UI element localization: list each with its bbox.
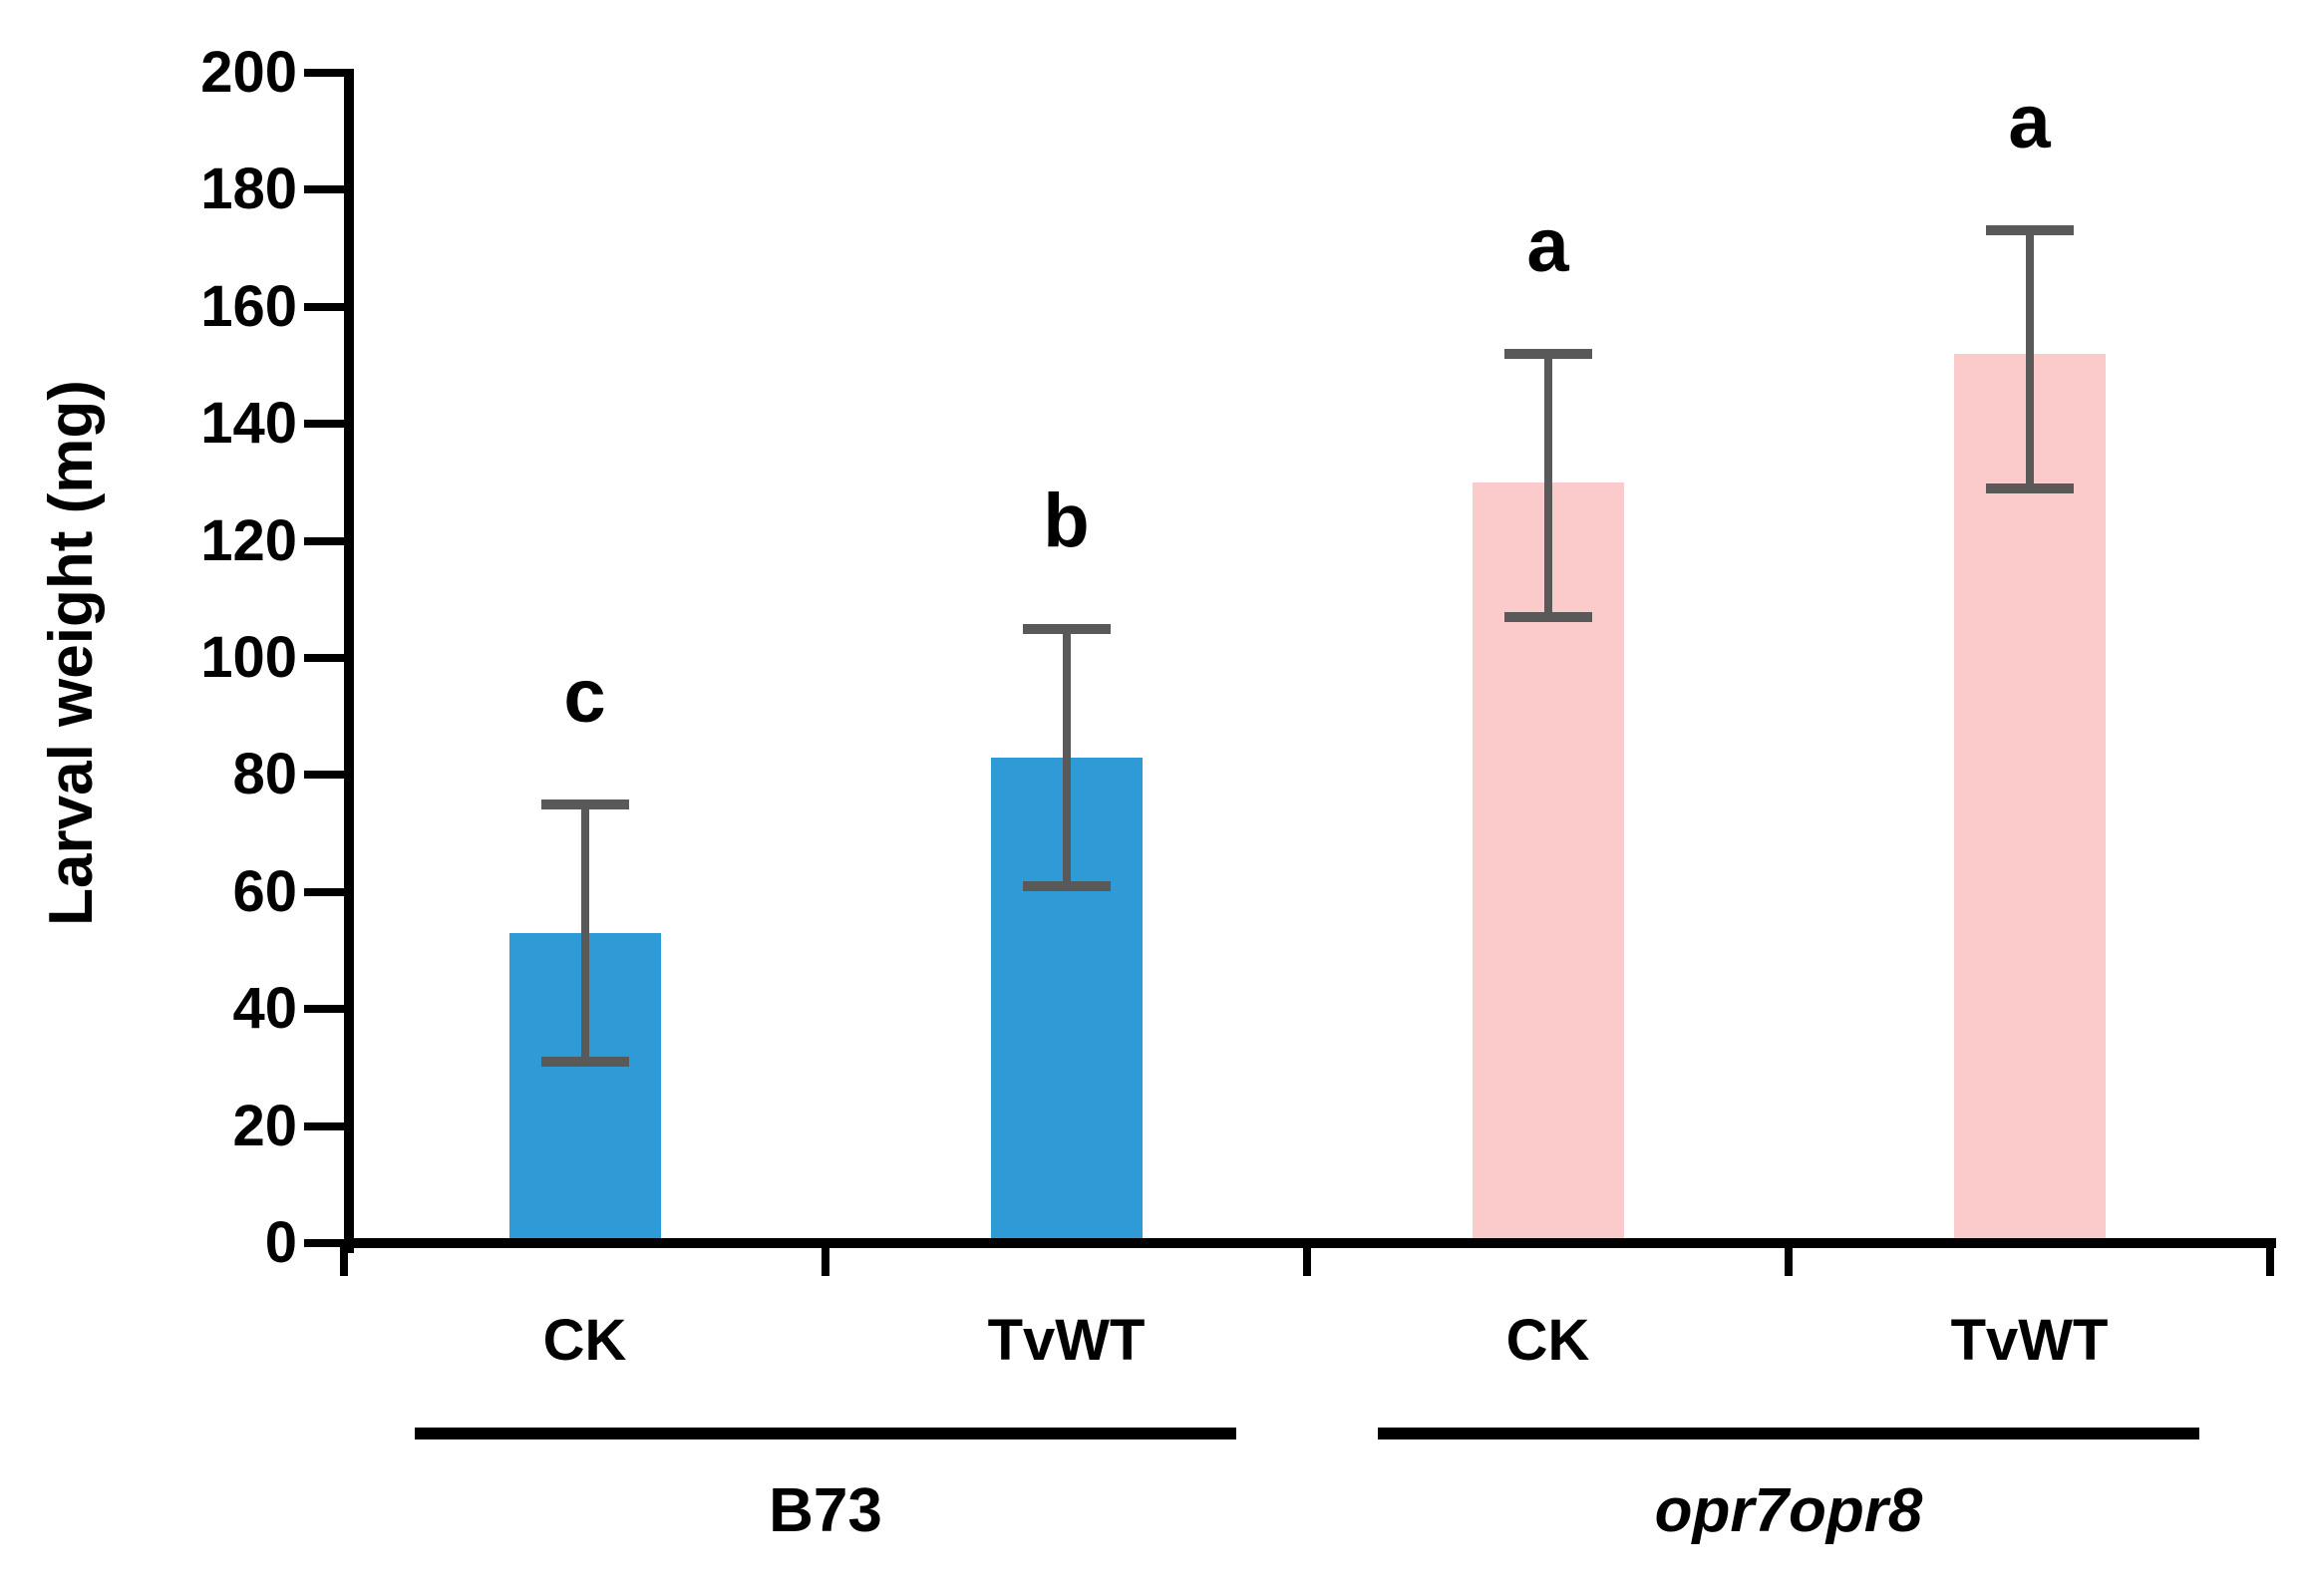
error-bar-cap-bottom bbox=[1503, 611, 1592, 622]
y-tick-label-40: 40 bbox=[232, 976, 297, 1042]
error-bar-cap-bottom bbox=[1022, 880, 1111, 891]
significance-letter: c bbox=[563, 653, 606, 739]
group-label-B73: B73 bbox=[769, 1476, 882, 1545]
y-tick-label-80: 80 bbox=[232, 742, 297, 807]
error-bar-cap-top bbox=[1503, 348, 1592, 359]
x-tick-4 bbox=[2266, 1246, 2274, 1276]
y-tick-label-140: 140 bbox=[200, 391, 297, 457]
group-underline-B73 bbox=[415, 1428, 1236, 1439]
y-tick-label-160: 160 bbox=[200, 273, 297, 339]
y-tick-160 bbox=[304, 302, 344, 311]
y-tick-140 bbox=[304, 420, 344, 429]
x-category-label: CK bbox=[1505, 1308, 1590, 1373]
error-bar-stem bbox=[2025, 230, 2034, 488]
group-underline-opr7opr8 bbox=[1378, 1428, 2199, 1439]
error-bar-cap-bottom bbox=[540, 1057, 629, 1068]
bar-opr7opr8-TvWT bbox=[1953, 353, 2106, 1238]
error-bar-stem bbox=[1543, 353, 1552, 617]
error-bar-stem bbox=[580, 803, 589, 1063]
significance-letter: a bbox=[1526, 202, 1569, 288]
y-tick-80 bbox=[304, 771, 344, 780]
y-tick-60 bbox=[304, 887, 344, 896]
x-tick-0 bbox=[340, 1246, 348, 1276]
y-tick-label-200: 200 bbox=[200, 40, 297, 105]
y-tick-100 bbox=[304, 654, 344, 662]
y-tick-label-0: 0 bbox=[264, 1210, 297, 1275]
x-category-label: TvWT bbox=[1950, 1308, 2109, 1373]
y-tick-label-180: 180 bbox=[200, 157, 297, 222]
y-axis-line bbox=[344, 69, 354, 1253]
y-tick-label-20: 20 bbox=[232, 1093, 297, 1158]
y-tick-40 bbox=[304, 1005, 344, 1014]
x-tick-1 bbox=[822, 1246, 829, 1276]
y-tick-120 bbox=[304, 536, 344, 545]
error-bar-cap-top bbox=[1022, 623, 1111, 634]
y-tick-label-120: 120 bbox=[200, 507, 297, 573]
y-tick-label-60: 60 bbox=[232, 858, 297, 924]
x-tick-2 bbox=[1303, 1246, 1311, 1276]
significance-letter: a bbox=[2008, 80, 2051, 165]
group-label-opr7opr8: opr7opr8 bbox=[1654, 1476, 1923, 1545]
error-bar-cap-top bbox=[540, 798, 629, 809]
x-category-label: CK bbox=[542, 1308, 627, 1373]
y-tick-0 bbox=[304, 1239, 344, 1247]
significance-letter: b bbox=[1043, 478, 1090, 563]
y-tick-label-100: 100 bbox=[200, 625, 297, 690]
x-tick-3 bbox=[1785, 1246, 1793, 1276]
error-bar-cap-top bbox=[1985, 225, 2074, 236]
y-tick-200 bbox=[304, 69, 344, 77]
x-category-label: TvWT bbox=[987, 1308, 1146, 1373]
error-bar-stem bbox=[1062, 628, 1071, 886]
x-axis-line bbox=[344, 1238, 2276, 1248]
y-tick-20 bbox=[304, 1121, 344, 1130]
y-tick-180 bbox=[304, 185, 344, 194]
error-bar-cap-bottom bbox=[1985, 482, 2074, 493]
